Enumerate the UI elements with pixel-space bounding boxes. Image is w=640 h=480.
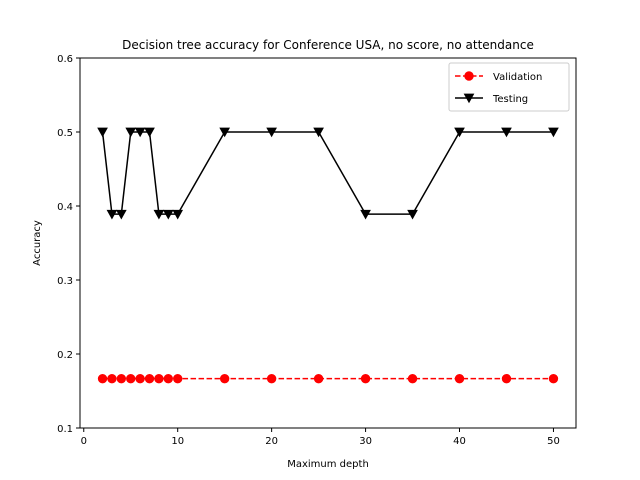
data-point-validation bbox=[454, 373, 465, 384]
data-point-validation bbox=[313, 373, 324, 384]
data-point-validation bbox=[360, 373, 371, 384]
y-tick-label: 0.3 bbox=[57, 276, 73, 287]
legend-label-testing: Testing bbox=[492, 94, 528, 105]
axes-frame bbox=[79, 57, 577, 429]
y-tick-label: 0.1 bbox=[57, 424, 73, 435]
data-point-testing bbox=[454, 127, 465, 138]
y-tick-label: 0.6 bbox=[57, 54, 73, 65]
data-point-validation bbox=[107, 373, 117, 384]
plot-area bbox=[80, 58, 576, 428]
data-point-testing bbox=[134, 127, 146, 138]
data-point-validation bbox=[501, 373, 512, 384]
x-axis-ticks: 0 10 20 30 40 50 bbox=[81, 428, 560, 447]
legend: Validation Testing bbox=[448, 62, 570, 112]
data-point-testing bbox=[548, 127, 559, 138]
x-tick-label: 0 bbox=[81, 436, 87, 447]
data-point-testing bbox=[360, 209, 371, 220]
y-tick-label: 0.2 bbox=[57, 350, 73, 361]
x-tick-label: 30 bbox=[359, 436, 372, 447]
y-tick-label: 0.5 bbox=[57, 128, 73, 139]
x-tick-label: 50 bbox=[547, 436, 560, 447]
y-axis-label: Accuracy bbox=[32, 220, 43, 266]
data-point-validation bbox=[135, 373, 145, 384]
x-tick-label: 10 bbox=[171, 436, 184, 447]
chart-title: Decision tree accuracy for Conference US… bbox=[122, 38, 534, 52]
legend-marker-validation bbox=[464, 71, 474, 81]
data-point-validation bbox=[407, 373, 418, 384]
data-point-testing bbox=[172, 209, 184, 220]
data-point-validation bbox=[97, 373, 108, 384]
series-testing bbox=[97, 127, 559, 220]
data-point-validation bbox=[154, 373, 164, 384]
legend-box bbox=[448, 62, 570, 112]
series-validation bbox=[97, 373, 559, 384]
legend-label-validation: Validation bbox=[493, 72, 542, 83]
data-point-validation bbox=[548, 373, 559, 384]
y-tick-label: 0.4 bbox=[57, 202, 73, 213]
legend-items: Validation Testing bbox=[455, 71, 542, 105]
data-point-testing bbox=[125, 127, 137, 138]
data-point-validation bbox=[172, 373, 183, 384]
series-layer bbox=[97, 127, 559, 384]
data-point-testing bbox=[153, 209, 165, 220]
data-point-testing bbox=[144, 127, 155, 138]
data-point-testing bbox=[407, 209, 418, 220]
x-axis-label: Maximum depth bbox=[287, 459, 369, 470]
data-point-validation bbox=[144, 373, 155, 384]
data-point-validation bbox=[219, 373, 230, 384]
data-point-testing bbox=[266, 127, 277, 138]
data-point-validation bbox=[266, 373, 277, 384]
data-point-validation bbox=[126, 373, 136, 384]
y-axis-ticks: 0.1 0.2 0.3 0.4 0.5 0.6 bbox=[57, 54, 80, 435]
data-point-testing bbox=[313, 127, 324, 138]
x-tick-label: 40 bbox=[453, 436, 466, 447]
x-tick-label: 20 bbox=[265, 436, 278, 447]
data-point-testing bbox=[97, 127, 108, 138]
data-point-validation bbox=[163, 373, 174, 384]
legend-marker-testing bbox=[463, 93, 475, 104]
data-point-validation bbox=[116, 373, 127, 384]
data-point-testing bbox=[106, 209, 118, 220]
data-point-testing bbox=[162, 209, 174, 220]
data-point-testing bbox=[501, 127, 512, 138]
data-point-testing bbox=[219, 127, 231, 138]
data-point-testing bbox=[115, 209, 127, 220]
